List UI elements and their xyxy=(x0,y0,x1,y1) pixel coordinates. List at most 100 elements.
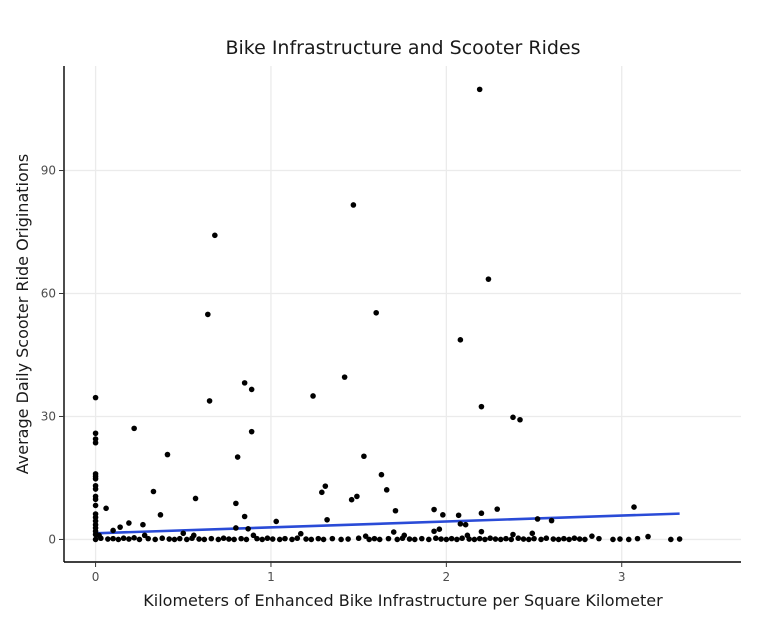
data-point xyxy=(392,507,399,514)
axes xyxy=(63,66,741,563)
data-point xyxy=(241,380,248,386)
data-point xyxy=(448,535,455,542)
y-tick-label: 30 xyxy=(41,409,56,423)
data-point xyxy=(92,536,99,543)
data-point xyxy=(571,535,578,542)
data-point xyxy=(159,535,166,542)
trend-line xyxy=(95,512,680,535)
data-point xyxy=(390,529,397,535)
data-point xyxy=(205,311,211,318)
data-point xyxy=(531,535,537,542)
data-point xyxy=(92,475,99,482)
data-point xyxy=(297,530,304,537)
data-point xyxy=(645,533,651,540)
data-point xyxy=(233,525,239,531)
data-point xyxy=(110,527,116,534)
data-point xyxy=(150,488,157,495)
data-point xyxy=(189,535,195,542)
data-point xyxy=(103,505,109,512)
data-point xyxy=(308,536,315,543)
data-point xyxy=(668,536,674,543)
data-point xyxy=(478,528,485,535)
data-point xyxy=(264,535,271,542)
data-point xyxy=(164,451,171,458)
data-point xyxy=(610,536,616,543)
data-point xyxy=(140,521,146,528)
data-point xyxy=(289,536,295,543)
data-point xyxy=(471,536,478,543)
data-point xyxy=(115,536,122,543)
data-point xyxy=(192,495,199,502)
data-point xyxy=(394,536,401,543)
data-point xyxy=(324,516,330,523)
data-point xyxy=(166,536,173,542)
data-point xyxy=(411,536,418,543)
data-point xyxy=(98,535,104,542)
x-axis-title: Kilometers of Enhanced Bike Infrastructu… xyxy=(143,591,663,610)
data-point xyxy=(319,489,325,496)
data-point xyxy=(576,536,583,542)
data-point xyxy=(92,430,99,437)
data-point xyxy=(538,536,544,543)
data-point xyxy=(241,513,248,520)
data-point xyxy=(561,535,567,542)
data-point xyxy=(431,528,437,535)
data-point xyxy=(254,535,260,542)
data-point xyxy=(92,439,99,446)
data-point xyxy=(459,535,465,542)
data-point xyxy=(92,486,99,492)
data-point xyxy=(136,536,143,543)
data-point xyxy=(141,532,148,539)
trend-layer xyxy=(95,512,680,535)
data-point xyxy=(341,374,348,380)
data-point xyxy=(145,535,151,542)
data-point xyxy=(378,471,385,478)
data-point xyxy=(348,496,355,503)
data-point xyxy=(338,536,344,543)
data-point xyxy=(485,276,492,282)
data-point xyxy=(120,535,127,542)
data-point xyxy=(482,536,488,543)
data-point xyxy=(238,535,244,542)
data-point xyxy=(206,398,213,404)
data-point xyxy=(220,535,227,542)
data-point xyxy=(525,536,532,543)
data-point xyxy=(478,403,485,410)
data-point xyxy=(322,483,329,489)
data-point xyxy=(276,536,283,543)
data-point xyxy=(250,532,257,539)
data-point xyxy=(399,535,406,542)
data-point xyxy=(548,517,555,524)
data-point xyxy=(350,202,357,208)
data-point xyxy=(157,512,164,518)
data-point xyxy=(303,536,309,542)
data-point xyxy=(625,536,632,543)
data-point xyxy=(455,512,462,519)
y-tick-label: 0 xyxy=(48,532,56,546)
data-point xyxy=(466,536,472,542)
data-point xyxy=(215,536,222,543)
data-point xyxy=(589,533,595,539)
y-axis-title: Average Daily Scooter Ride Originations xyxy=(13,154,32,474)
data-point xyxy=(438,536,444,542)
data-point xyxy=(520,536,527,542)
data-points xyxy=(92,86,683,543)
data-point xyxy=(243,536,250,543)
data-point xyxy=(196,536,202,542)
data-point xyxy=(126,520,132,526)
data-point xyxy=(294,535,301,542)
data-point xyxy=(212,232,218,239)
data-point xyxy=(269,536,276,542)
data-point xyxy=(183,536,190,543)
data-point xyxy=(676,536,683,542)
data-point xyxy=(105,536,111,542)
data-point xyxy=(329,535,336,542)
data-point xyxy=(462,521,469,528)
data-point xyxy=(582,536,588,543)
data-point xyxy=(534,516,541,522)
data-point xyxy=(176,535,183,542)
data-point xyxy=(233,500,239,507)
data-point xyxy=(457,521,464,527)
data-point xyxy=(550,536,557,542)
